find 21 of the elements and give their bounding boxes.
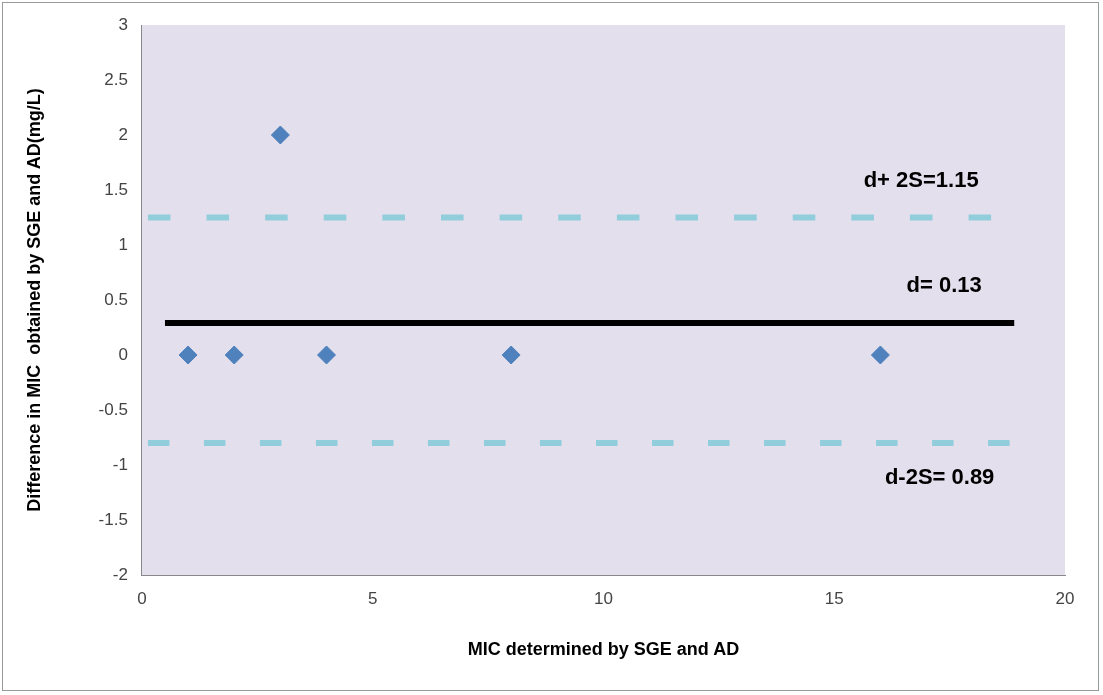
x-tick-label: 10 xyxy=(593,588,613,608)
y-axis-title: Difference in MIC obtained by SGE and AD(mg/L) xyxy=(23,88,44,512)
y-tick-label: -2 xyxy=(112,564,128,584)
series-label: d= 0.13 xyxy=(906,272,982,298)
x-tick-label: 5 xyxy=(367,588,378,608)
x-tick-label: 15 xyxy=(824,588,844,608)
y-tick-label: 0 xyxy=(118,344,128,364)
y-tick-label: -1.5 xyxy=(98,509,128,529)
y-tick-label: 2.5 xyxy=(104,69,128,89)
x-axis-title: MIC determined by SGE and AD xyxy=(467,639,740,660)
x-tick-label: 0 xyxy=(137,588,147,608)
y-tick-label: 1.5 xyxy=(104,179,128,199)
series-label: d-2S= 0.89 xyxy=(884,464,995,490)
y-tick-label: 0.5 xyxy=(104,289,128,309)
x-tick-label: 20 xyxy=(1055,588,1075,608)
y-tick-label: 1 xyxy=(118,234,128,254)
y-tick-label: -1 xyxy=(112,454,128,474)
y-tick-label: -0.5 xyxy=(98,399,128,419)
y-tick-label: 3 xyxy=(118,14,128,34)
series-label: d+ 2S=1.15 xyxy=(863,166,979,192)
y-tick-label: 2 xyxy=(118,124,128,144)
